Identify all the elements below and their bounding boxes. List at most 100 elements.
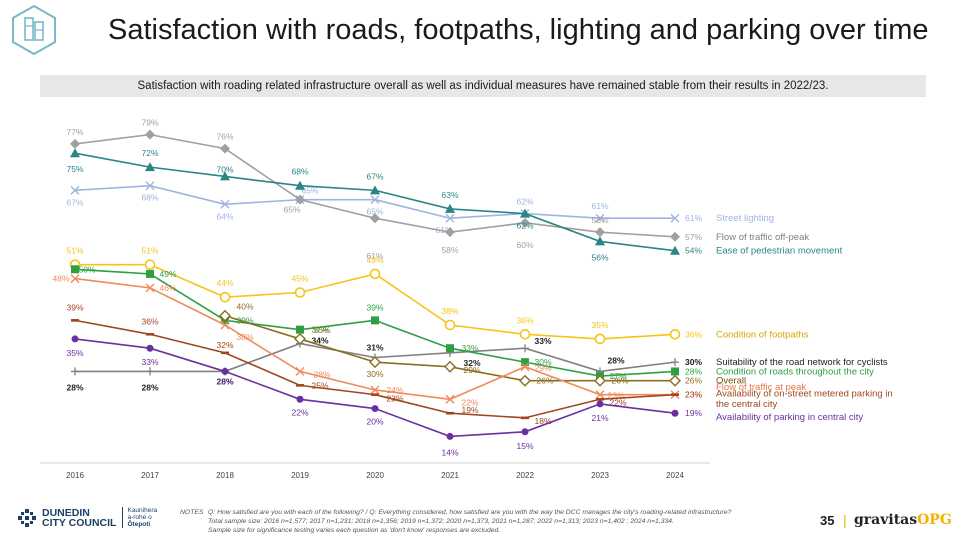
dcc-logo: DUNEDIN CITY COUNCIL Kaunihera a-rohe o … (18, 507, 157, 528)
data-label: 23% (685, 390, 702, 400)
data-label: 77% (66, 127, 83, 137)
data-point (296, 325, 304, 334)
data-point (71, 319, 79, 322)
data-point (370, 195, 380, 205)
data-point (145, 129, 155, 140)
data-point (446, 344, 454, 353)
x-tick-label: 2016 (66, 471, 84, 480)
gravitas-logo: gravitasOPG (854, 512, 952, 528)
legend-entry: the central city (716, 399, 777, 410)
data-point (370, 213, 380, 224)
data-label: 37% (311, 325, 328, 335)
data-point (220, 143, 230, 154)
data-label: 36% (141, 316, 158, 326)
data-label: 62% (516, 197, 533, 207)
data-label: 67% (66, 197, 83, 207)
data-label: 28% (141, 382, 158, 392)
data-point (145, 181, 155, 191)
data-point (594, 333, 606, 345)
data-label: 61% (591, 201, 608, 211)
dcc-name-line2: CITY COUNCIL (42, 516, 117, 529)
notes-line-1: Q: How satisfied are you with each of th… (208, 509, 732, 516)
data-point (295, 194, 305, 205)
dcc-maori-line1: Kaunihera (127, 507, 158, 514)
data-point (220, 171, 230, 181)
data-label: 63% (441, 190, 458, 200)
data-label: 26% (611, 376, 628, 386)
data-point (519, 328, 531, 340)
x-tick-label: 2021 (441, 471, 459, 480)
data-label: 20% (366, 417, 383, 427)
data-label: 36% (685, 329, 702, 339)
data-point (146, 367, 154, 376)
data-label: 19% (685, 408, 702, 418)
data-point (220, 199, 230, 209)
data-label: 61% (685, 213, 702, 223)
x-tick-label: 2023 (591, 471, 609, 480)
data-point (521, 416, 529, 420)
data-point (295, 180, 305, 190)
data-point (445, 394, 455, 404)
data-point (146, 269, 154, 278)
data-point (296, 395, 304, 403)
data-point (294, 287, 306, 298)
data-label: 61% (366, 251, 383, 261)
data-label: 28% (607, 355, 624, 365)
data-label: 44% (216, 278, 233, 288)
data-label: 35% (313, 325, 330, 335)
data-point (70, 138, 80, 149)
series-line (74, 152, 676, 252)
data-label: 30% (366, 369, 383, 379)
data-point (369, 268, 381, 280)
x-tick-label: 2018 (216, 471, 234, 480)
data-label: 39% (66, 302, 83, 312)
data-label: 68% (141, 193, 158, 203)
data-label: 23% (685, 390, 702, 400)
data-label: 54% (685, 246, 702, 256)
data-label: 62% (516, 221, 533, 231)
x-tick-label: 2022 (516, 471, 534, 480)
notes-label: NOTES (180, 509, 204, 516)
data-point (221, 367, 229, 375)
data-point (369, 356, 381, 369)
data-point (70, 148, 80, 158)
data-point (670, 245, 680, 255)
data-label: 72% (141, 148, 158, 158)
data-point (669, 374, 681, 387)
legend-entry: Availability of on-street metered parkin… (716, 389, 893, 400)
data-label: 57% (685, 232, 702, 242)
gravitas-wordmark: gravitas (854, 512, 918, 528)
data-point (521, 344, 529, 353)
data-label: 23% (607, 391, 624, 401)
summary-banner: Satisfaction with roading related infras… (40, 75, 926, 97)
data-point (671, 409, 679, 417)
data-label: 27% (609, 371, 626, 381)
data-point (445, 227, 455, 238)
data-point (71, 367, 79, 376)
dcc-maori-line3: Ōtepoti (127, 521, 151, 528)
data-label: 22% (609, 397, 626, 407)
gravitas-opg: OPG (917, 512, 952, 528)
data-label: 33% (461, 343, 478, 353)
data-label: 29% (534, 363, 551, 373)
data-label: 22% (291, 407, 308, 417)
data-point (595, 213, 605, 223)
brand-emblem-icon (12, 4, 56, 56)
data-point (219, 309, 231, 322)
data-label: 15% (516, 441, 533, 451)
data-label: 49% (366, 255, 383, 265)
legend-entry: Street lighting (716, 213, 774, 224)
page-title: Satisfaction with roads, footpaths, ligh… (108, 14, 929, 46)
data-point (520, 217, 530, 228)
data-label: 18% (534, 416, 551, 426)
data-point (444, 319, 456, 331)
data-label: 26% (536, 376, 553, 386)
data-label: 39% (366, 302, 383, 312)
legend-entry: Flow of traffic at peak (716, 382, 806, 393)
data-point (596, 397, 604, 401)
data-label: 38% (441, 306, 458, 316)
data-label: 21% (591, 413, 608, 423)
data-point (669, 328, 681, 340)
notes-line-2: Total sample size: 2016 n=1,577; 2017 n=… (208, 518, 674, 525)
page-number: 35 (820, 513, 835, 528)
